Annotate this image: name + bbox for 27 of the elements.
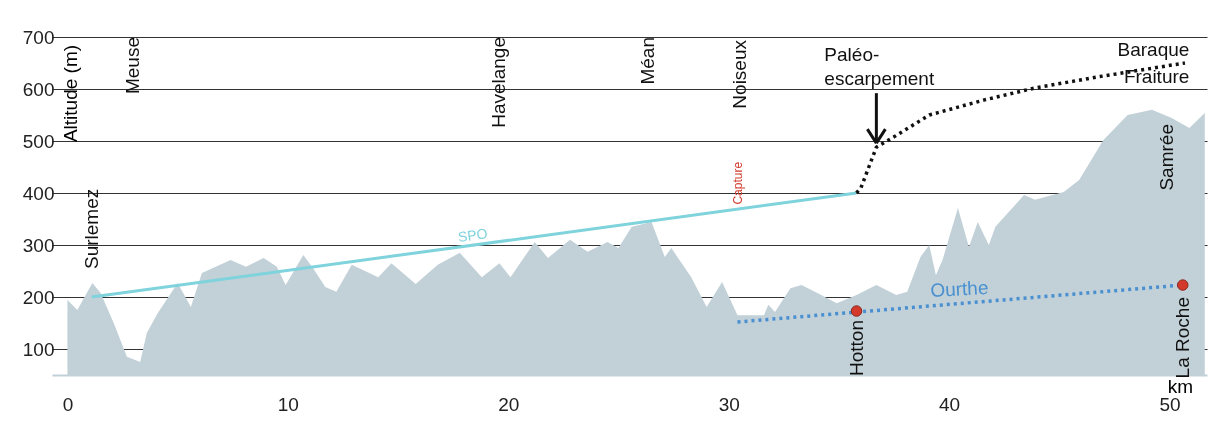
x-tick-label: 20 xyxy=(498,393,520,415)
annotation: La Roche xyxy=(1171,297,1193,379)
x-tick-label: 0 xyxy=(62,393,74,415)
y-tick-label: 600 xyxy=(22,78,55,100)
y-tick-label: 300 xyxy=(22,234,55,256)
y-axis-title: Altitude (m) xyxy=(59,44,81,143)
x-tick-label: 10 xyxy=(277,393,299,415)
annotation: Meuse xyxy=(122,37,143,95)
annotation: Paléo- escarpement xyxy=(824,44,935,90)
x-tick-label: 50 xyxy=(1159,393,1181,415)
annotation: Noiseux xyxy=(729,39,750,109)
annotation: Surlemez xyxy=(80,188,102,269)
x-tick-label: 30 xyxy=(718,393,740,415)
annotation: Samrée xyxy=(1156,124,1178,191)
annotation: Baraque Fraiture xyxy=(1117,39,1190,87)
x-tick-label: 40 xyxy=(939,393,961,415)
y-tick-label: 200 xyxy=(22,286,55,308)
series-label: Ourthe xyxy=(929,277,989,302)
text: SPO xyxy=(456,225,489,246)
annotation: Havelange xyxy=(488,37,509,128)
y-tick-label: 400 xyxy=(22,182,55,204)
y-tick-label: 100 xyxy=(22,338,55,360)
y-tick-label: 700 xyxy=(22,26,55,48)
annotation: Capture xyxy=(730,161,745,205)
annotation: Hotton xyxy=(845,320,867,377)
annotation: Méan xyxy=(637,37,658,85)
y-tick-label: 500 xyxy=(22,130,55,152)
